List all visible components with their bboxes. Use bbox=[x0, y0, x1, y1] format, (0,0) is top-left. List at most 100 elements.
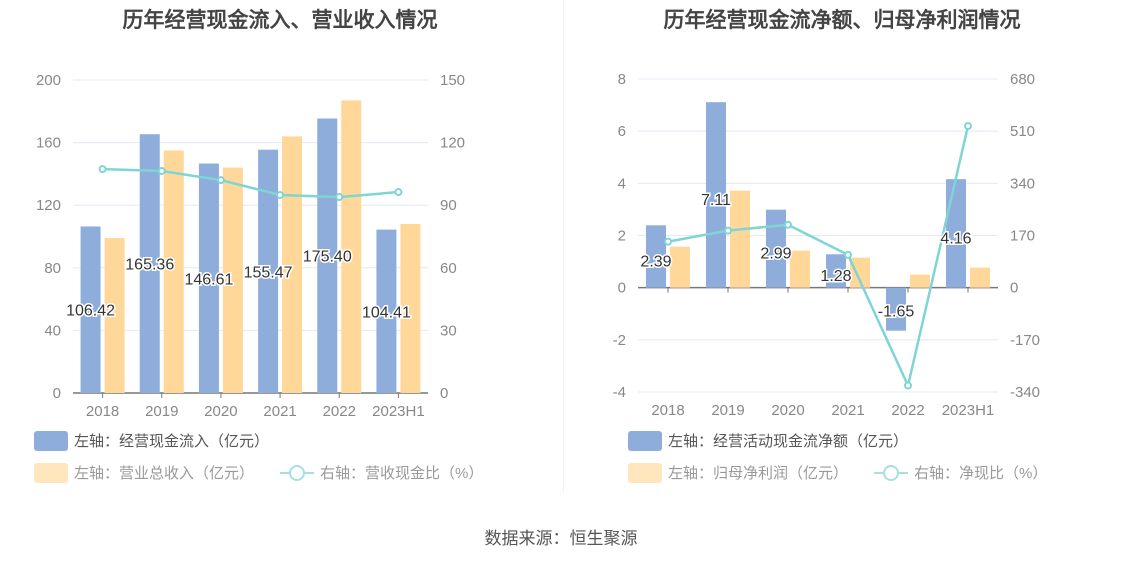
left-tick-label: -4 bbox=[613, 384, 626, 401]
bar-orange bbox=[910, 274, 930, 288]
left-tick-label: 8 bbox=[618, 71, 626, 88]
legend-item-net-cash[interactable]: 左轴：经营活动现金流净额（亿元） bbox=[628, 430, 908, 451]
x-tick-label: 2021 bbox=[831, 402, 864, 419]
bar-blue bbox=[946, 179, 966, 288]
line-point bbox=[964, 121, 972, 130]
bar-data-label: 175.40 bbox=[303, 249, 352, 266]
bar-orange bbox=[400, 223, 421, 393]
line-point bbox=[157, 166, 166, 175]
line-point bbox=[904, 381, 912, 390]
right-tick-label: 0 bbox=[440, 385, 448, 402]
right-tick-label: 680 bbox=[1010, 71, 1035, 88]
legend-label: 左轴：归母净利润（亿元） bbox=[668, 465, 849, 482]
legend-label: 左轴：经营现金流入（亿元） bbox=[74, 433, 270, 450]
legend-label: 左轴：经营活动现金流净额（亿元） bbox=[668, 433, 909, 450]
x-tick-label: 2020 bbox=[771, 402, 804, 419]
bar-orange bbox=[850, 257, 870, 288]
x-tick-label: 2020 bbox=[204, 403, 237, 420]
x-tick-label: 2021 bbox=[263, 403, 296, 420]
bar-orange bbox=[970, 267, 990, 288]
bar-blue bbox=[258, 149, 279, 393]
bar-data-label: -1.65 bbox=[878, 304, 915, 321]
x-tick-label: 2022 bbox=[323, 403, 356, 420]
bar-data-label: 7.11 bbox=[701, 192, 731, 209]
legend-item-net-cash-ratio[interactable]: 右轴：净现比（%） bbox=[874, 462, 1047, 483]
legend-swatch-blue bbox=[34, 430, 68, 451]
bar-orange bbox=[730, 190, 750, 288]
left-tick-label: 80 bbox=[44, 260, 61, 277]
bar-orange bbox=[670, 246, 690, 288]
data-source: 数据来源：恒生聚源 bbox=[484, 529, 638, 548]
left-tick-label: 120 bbox=[36, 197, 61, 214]
bar-blue bbox=[826, 254, 846, 288]
right-tick-label: -170 bbox=[1010, 332, 1040, 349]
bar-orange bbox=[163, 150, 184, 393]
legend-item-ratio[interactable]: 右轴：营收现金比（%） bbox=[280, 462, 483, 483]
line-point bbox=[216, 176, 225, 185]
bar-orange bbox=[341, 100, 362, 393]
legend-swatch-blue bbox=[628, 430, 662, 451]
ratio-line bbox=[667, 125, 970, 390]
line-point bbox=[276, 190, 285, 199]
line-point bbox=[98, 165, 107, 174]
bar-data-label: 4.16 bbox=[940, 230, 971, 247]
legend-label: 左轴：营业总收入（亿元） bbox=[74, 465, 255, 482]
left-tick-label: 2 bbox=[618, 228, 626, 245]
bar-blue bbox=[198, 163, 219, 393]
bar-orange bbox=[790, 250, 810, 288]
bar-orange bbox=[222, 167, 243, 393]
bar-orange bbox=[282, 136, 303, 393]
bar-data-label: 155.47 bbox=[244, 264, 293, 281]
x-tick-label: 2023H1 bbox=[942, 402, 995, 419]
right-tick-label: 60 bbox=[440, 260, 457, 277]
ratio-line bbox=[102, 167, 399, 199]
x-tick-label: 2019 bbox=[711, 402, 744, 419]
bar-blue bbox=[80, 226, 101, 393]
bar-blue bbox=[376, 229, 397, 393]
chart-2-title: 历年经营现金流净额、归母净利润情况 bbox=[663, 9, 1021, 32]
bar-data-label: 104.41 bbox=[362, 304, 411, 321]
right-tick-label: 90 bbox=[440, 197, 457, 214]
bar-data-label: 106.42 bbox=[66, 303, 115, 320]
x-tick-label: 2019 bbox=[145, 403, 178, 420]
bar-data-label: 2.39 bbox=[640, 253, 671, 270]
line-point bbox=[844, 250, 852, 259]
right-tick-label: 170 bbox=[1010, 228, 1035, 245]
right-tick-label: 150 bbox=[440, 72, 465, 89]
line-point bbox=[394, 188, 403, 197]
bar-blue bbox=[886, 287, 906, 331]
line-point bbox=[335, 193, 344, 202]
bar-data-label: 1.28 bbox=[820, 268, 851, 285]
left-tick-label: 40 bbox=[44, 322, 61, 339]
bar-data-label: 146.61 bbox=[184, 271, 233, 288]
line-point bbox=[784, 220, 792, 229]
bar-blue bbox=[646, 225, 666, 288]
right-tick-label: 120 bbox=[440, 135, 465, 152]
left-tick-label: 6 bbox=[618, 123, 626, 140]
legend-item-net-profit[interactable]: 左轴：归母净利润（亿元） bbox=[628, 462, 848, 483]
bar-data-label: 2.99 bbox=[760, 246, 791, 263]
legend-label: 右轴：净现比（%） bbox=[914, 465, 1048, 482]
bar-orange bbox=[104, 238, 125, 393]
left-tick-label: 200 bbox=[36, 72, 61, 89]
bar-blue bbox=[139, 134, 160, 393]
line-point bbox=[724, 226, 732, 235]
bar-blue bbox=[706, 102, 726, 288]
divider bbox=[563, 0, 564, 492]
right-tick-label: 510 bbox=[1010, 123, 1035, 140]
legend-item-cash-inflow[interactable]: 左轴：经营现金流入（亿元） bbox=[34, 430, 269, 451]
left-tick-label: 160 bbox=[36, 135, 61, 152]
line-point bbox=[664, 237, 672, 246]
bar-blue bbox=[317, 118, 338, 394]
legend-line-icon bbox=[874, 463, 908, 483]
left-tick-label: 4 bbox=[618, 175, 626, 192]
legend-item-revenue[interactable]: 左轴：营业总收入（亿元） bbox=[34, 462, 254, 483]
right-tick-label: -340 bbox=[1010, 384, 1040, 401]
left-tick-label: -2 bbox=[613, 332, 626, 349]
left-tick-label: 0 bbox=[618, 280, 626, 297]
x-tick-label: 2023H1 bbox=[372, 403, 425, 420]
legend-swatch-orange bbox=[628, 462, 662, 483]
legend-line-icon bbox=[280, 463, 314, 483]
